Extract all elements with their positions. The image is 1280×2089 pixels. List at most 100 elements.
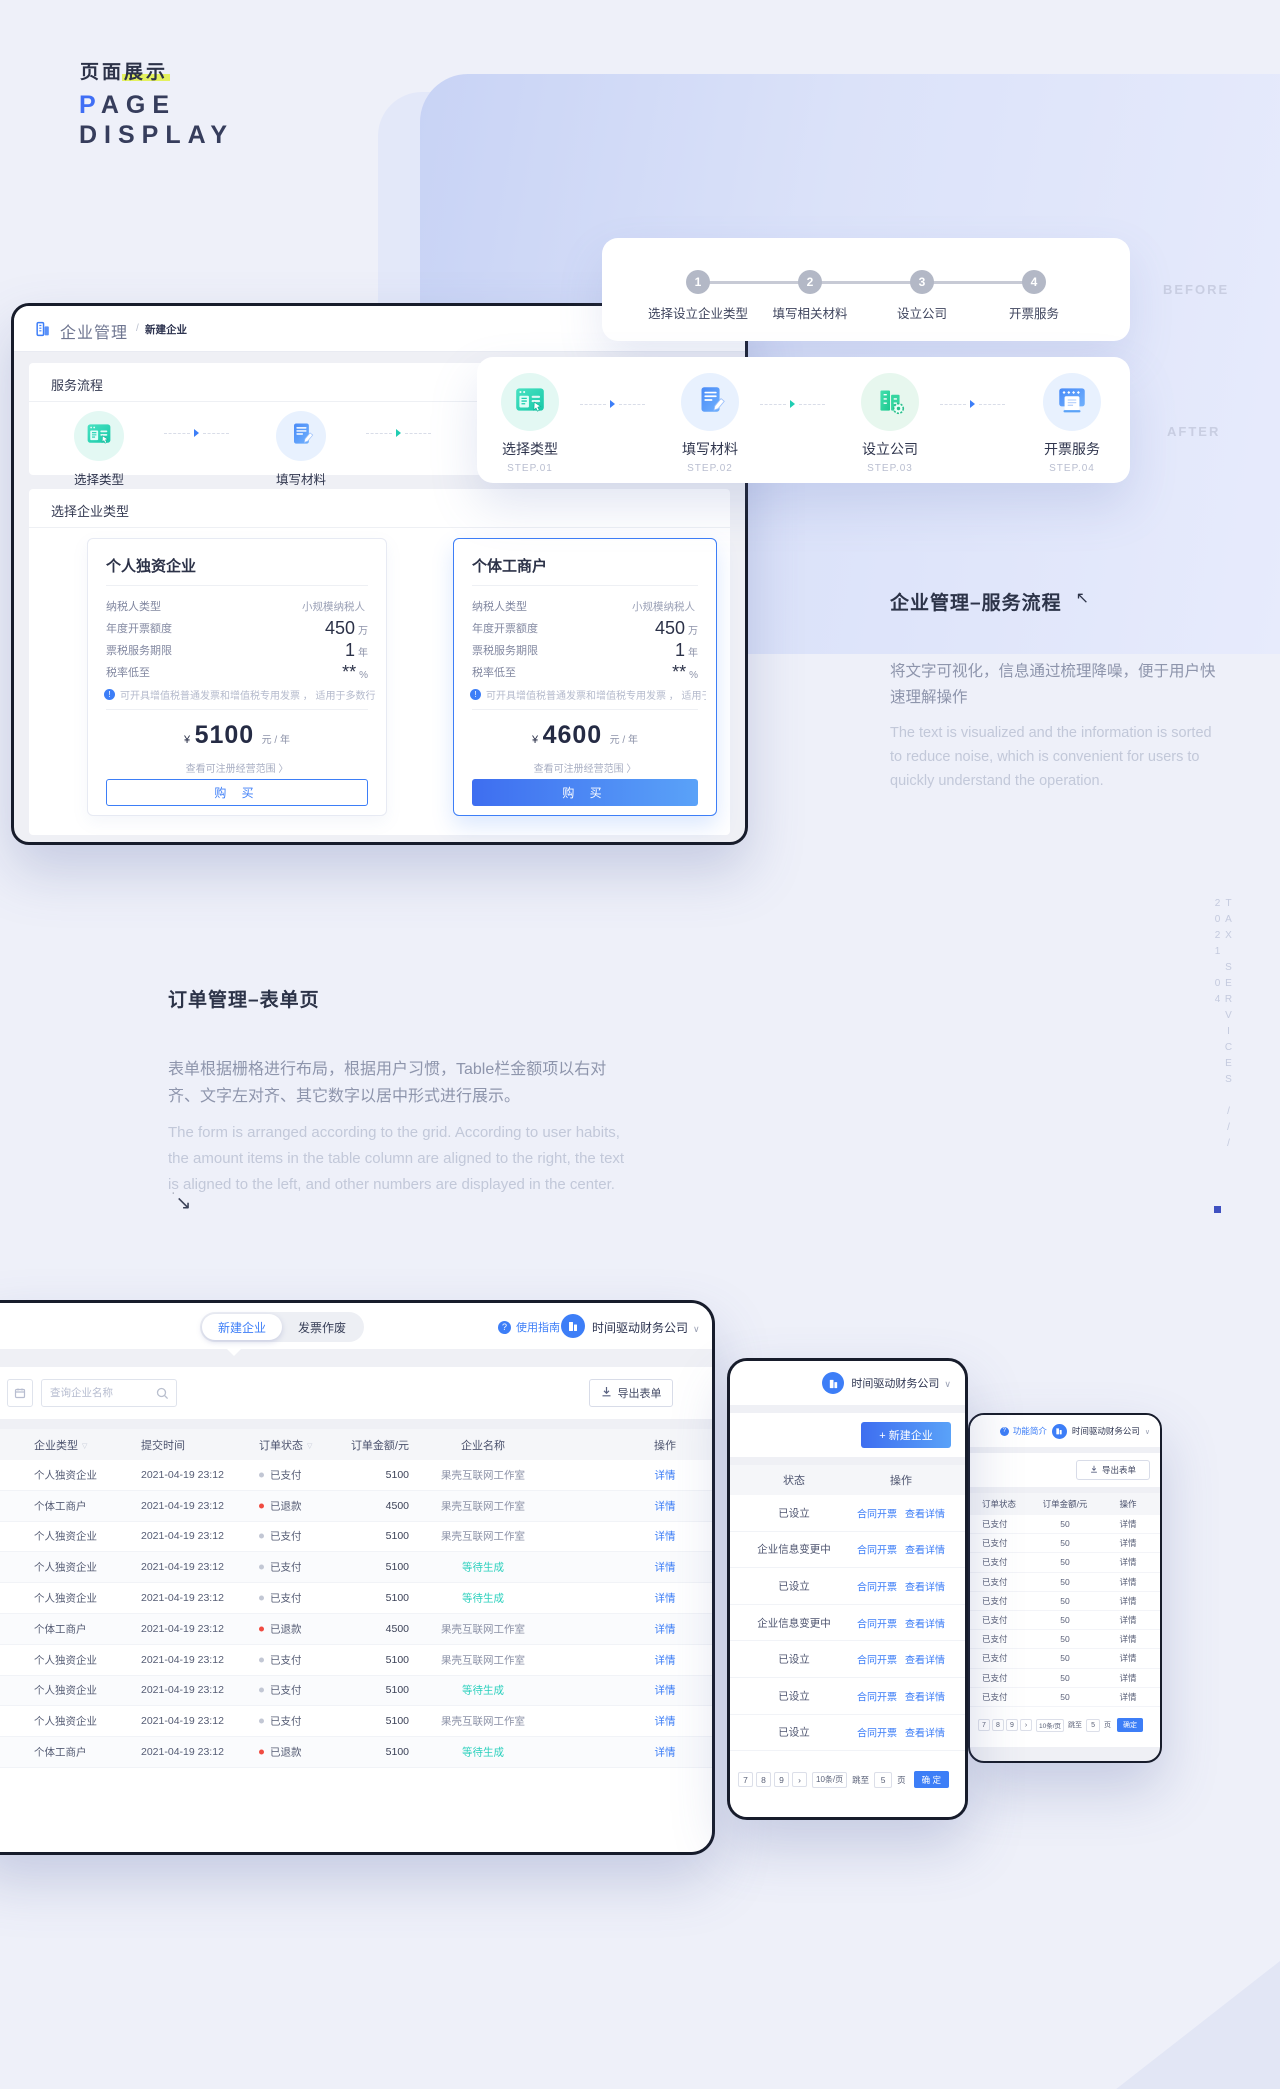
detail-link[interactable]: 详情 [654, 1746, 676, 1759]
page-button[interactable]: 7 [738, 1772, 753, 1787]
detail-link[interactable]: 详情 [1119, 1653, 1137, 1664]
pricing-card-individual-business[interactable]: 个体工商户 纳税人类型 小规模纳税人 年度开票额度 450 万 [453, 538, 717, 816]
pagination: 7 8 9 › 10条/页 跳至 5 页 确定 [978, 1718, 1144, 1732]
annotation-order-form: 订单管理–表单页 表单根据栅格进行布局，根据用户习惯，Table栏金额项以右对齐… [168, 985, 638, 1198]
annotation-title: 订单管理–表单页 [168, 985, 638, 1012]
cell-time: 2021-04-19 23:12 [141, 1592, 224, 1605]
side-square-marker [1214, 1206, 1221, 1213]
page-button[interactable]: › [1020, 1719, 1032, 1731]
new-enterprise-button[interactable]: + 新建企业 [861, 1422, 951, 1448]
view-detail-link[interactable]: 查看详情 [905, 1619, 945, 1631]
detail-link[interactable]: 详情 [654, 1561, 676, 1574]
info-icon: ! [470, 689, 481, 700]
page-button[interactable]: 9 [774, 1772, 789, 1787]
status-dot [259, 1718, 264, 1724]
annotation-en: The form is arranged according to the gr… [168, 1124, 625, 1193]
per-page-select[interactable]: 10条/页 [812, 1771, 848, 1788]
page-button[interactable]: 9 [1006, 1719, 1018, 1731]
search-icon[interactable] [156, 1387, 169, 1405]
table-body: 个人独资企业 2021-04-19 23:12 已支付 5100 果壳互联网工作… [0, 1460, 712, 1768]
search-input[interactable] [42, 1380, 152, 1406]
breadcrumb-root[interactable]: 企业管理 [60, 325, 129, 342]
view-detail-link[interactable]: 查看详情 [905, 1655, 945, 1667]
pricing-card-sole-proprietorship[interactable]: 个人独资企业 纳税人类型 小规模纳税人 年度开票额度 450 万 [87, 538, 387, 816]
contract-invoice-link[interactable]: 合同开票 [857, 1728, 897, 1740]
contract-invoice-link[interactable]: 合同开票 [857, 1692, 897, 1704]
usage-guide-link[interactable]: ? 使用指南 [498, 1319, 560, 1335]
scope-link[interactable]: 查看可注册经营范围 〉 [185, 764, 289, 775]
after-step-4: 开票服务 STEP.04 [1017, 373, 1127, 474]
detail-link[interactable]: 详情 [654, 1530, 676, 1543]
tab-invoice-void[interactable]: 发票作废 [298, 1320, 347, 1335]
confirm-button[interactable]: 确定 [1117, 1718, 1144, 1732]
col-header-type[interactable]: 企业类型 ▽ [34, 1439, 88, 1452]
detail-link[interactable]: 详情 [654, 1469, 676, 1482]
company-name[interactable]: 时间驱动财务公司 ∨ [1071, 1426, 1150, 1436]
detail-link[interactable]: 详情 [1119, 1557, 1137, 1568]
detail-link[interactable]: 详情 [1119, 1634, 1137, 1645]
feature-intro-link[interactable]: ? 功能简介 [999, 1425, 1047, 1437]
detail-link[interactable]: 详情 [1119, 1615, 1137, 1626]
contract-invoice-link[interactable]: 合同开票 [857, 1619, 897, 1631]
contract-invoice-link[interactable]: 合同开票 [857, 1545, 897, 1557]
flow-step-1[interactable]: 选择类型 STEP.01 [44, 411, 154, 503]
company-name[interactable]: 时间驱动财务公司 ∨ [592, 1321, 700, 1335]
detail-link[interactable]: 详情 [654, 1500, 676, 1513]
date-picker-button[interactable] [7, 1379, 33, 1407]
detail-link[interactable]: 详情 [654, 1592, 676, 1605]
view-detail-link[interactable]: 查看详情 [905, 1545, 945, 1557]
scope-link[interactable]: 查看可注册经营范围 〉 [533, 764, 637, 775]
view-detail-link[interactable]: 查看详情 [905, 1692, 945, 1704]
pricing-row-label: 纳税人类型 [472, 601, 527, 613]
detail-link[interactable]: 详情 [1119, 1519, 1137, 1530]
detail-link[interactable]: 详情 [654, 1684, 676, 1697]
export-form-button[interactable]: 导出表单 [1076, 1460, 1150, 1480]
buy-button[interactable]: 购 买 [472, 779, 698, 806]
pricing-row-value: 450 [324, 617, 355, 638]
per-page-select[interactable]: 10条/页 [1036, 1718, 1065, 1732]
detail-link[interactable]: 详情 [1119, 1538, 1137, 1549]
detail-link[interactable]: 详情 [1119, 1672, 1137, 1683]
table-row: 个体工商户 2021-04-19 23:12 已退款 5100 等待生成 详情 [0, 1737, 712, 1768]
jump-input[interactable]: 5 [874, 1771, 893, 1788]
detail-link[interactable]: 详情 [1119, 1576, 1137, 1587]
status-dot [259, 1595, 264, 1601]
company-avatar[interactable] [561, 1314, 585, 1338]
pagination: 7 8 9 › 10条/页 跳至 5 页 确 定 [738, 1771, 950, 1788]
company-avatar[interactable] [1051, 1423, 1067, 1439]
question-icon: ? [999, 1426, 1009, 1436]
company-avatar[interactable] [822, 1372, 845, 1394]
cell-amount: 5100 [385, 1684, 409, 1697]
col-header-status[interactable]: 订单状态 ▽ [259, 1439, 313, 1452]
page-button[interactable]: › [792, 1772, 807, 1787]
jump-input[interactable]: 5 [1086, 1718, 1101, 1732]
status-table: 状态 操作 已设立 合同开票 查看详情 企业信息变更中 [730, 1465, 965, 1817]
table-row: 已支付 50 详情 [970, 1592, 1160, 1611]
detail-link[interactable]: 详情 [654, 1623, 676, 1636]
after-step-1: 选择类型 STEP.01 [475, 373, 585, 474]
company-name[interactable]: 时间驱动财务公司 ∨ [851, 1378, 951, 1390]
page-button[interactable]: 8 [992, 1719, 1004, 1731]
pricing-row: 纳税人类型 小规模纳税人 [106, 595, 368, 617]
contract-invoice-link[interactable]: 合同开票 [857, 1582, 897, 1594]
search-box [41, 1379, 177, 1407]
buy-button[interactable]: 购 买 [106, 779, 368, 806]
page-button[interactable]: 7 [978, 1719, 990, 1731]
cell-company: 等待生成 [462, 1561, 504, 1574]
export-form-button[interactable]: 导出表单 [589, 1379, 673, 1407]
view-detail-link[interactable]: 查看详情 [905, 1509, 945, 1521]
detail-link[interactable]: 详情 [1119, 1691, 1137, 1702]
contract-invoice-link[interactable]: 合同开票 [857, 1655, 897, 1667]
detail-link[interactable]: 详情 [654, 1715, 676, 1728]
step-label: 设立公司 [896, 307, 947, 321]
confirm-button[interactable]: 确 定 [913, 1771, 950, 1788]
tab-new-enterprise[interactable]: 新建企业 [202, 1314, 283, 1340]
view-detail-link[interactable]: 查看详情 [905, 1582, 945, 1594]
before-label: BEFORE [1163, 282, 1230, 297]
before-step: 4 开票服务 [978, 270, 1090, 322]
page-button[interactable]: 8 [756, 1772, 771, 1787]
view-detail-link[interactable]: 查看详情 [905, 1728, 945, 1740]
detail-link[interactable]: 详情 [654, 1654, 676, 1667]
contract-invoice-link[interactable]: 合同开票 [857, 1509, 897, 1521]
detail-link[interactable]: 详情 [1119, 1595, 1137, 1606]
